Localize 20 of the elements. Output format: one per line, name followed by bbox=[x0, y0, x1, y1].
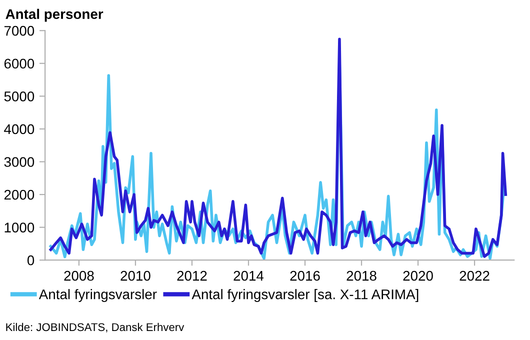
y-tick-label: 3000 bbox=[4, 157, 34, 167]
legend-label: Antal fyringsvarsler [sa. X-11 ARIMA] bbox=[192, 289, 418, 302]
x-tick-label: 2022 bbox=[460, 270, 490, 281]
text: Kilde: JOBINDSATS, Dansk Erhverv bbox=[6, 322, 184, 332]
y-tick-label: 2000 bbox=[4, 190, 34, 200]
legend-label: Antal fyringsvarsler bbox=[38, 289, 157, 302]
x-tick-label: 2016 bbox=[290, 270, 320, 281]
y-tick-label: 6000 bbox=[4, 58, 34, 69]
y-tick-label: 1000 bbox=[4, 222, 34, 232]
y-tick-label: 4000 bbox=[4, 124, 34, 134]
chart-title: Antal personer bbox=[6, 8, 104, 22]
y-tick-label: 0 bbox=[27, 255, 34, 266]
x-tick-label: 2014 bbox=[234, 270, 264, 281]
x-tick-label: 2008 bbox=[64, 270, 94, 281]
y-tick-label: 7000 bbox=[4, 26, 34, 36]
x-tick-label: 2020 bbox=[403, 270, 433, 281]
x-tick-label: 2012 bbox=[177, 270, 207, 281]
x-tick-label: 2018 bbox=[346, 270, 376, 281]
x-tick-label: 2010 bbox=[120, 270, 150, 281]
y-tick-label: 5000 bbox=[4, 92, 34, 102]
